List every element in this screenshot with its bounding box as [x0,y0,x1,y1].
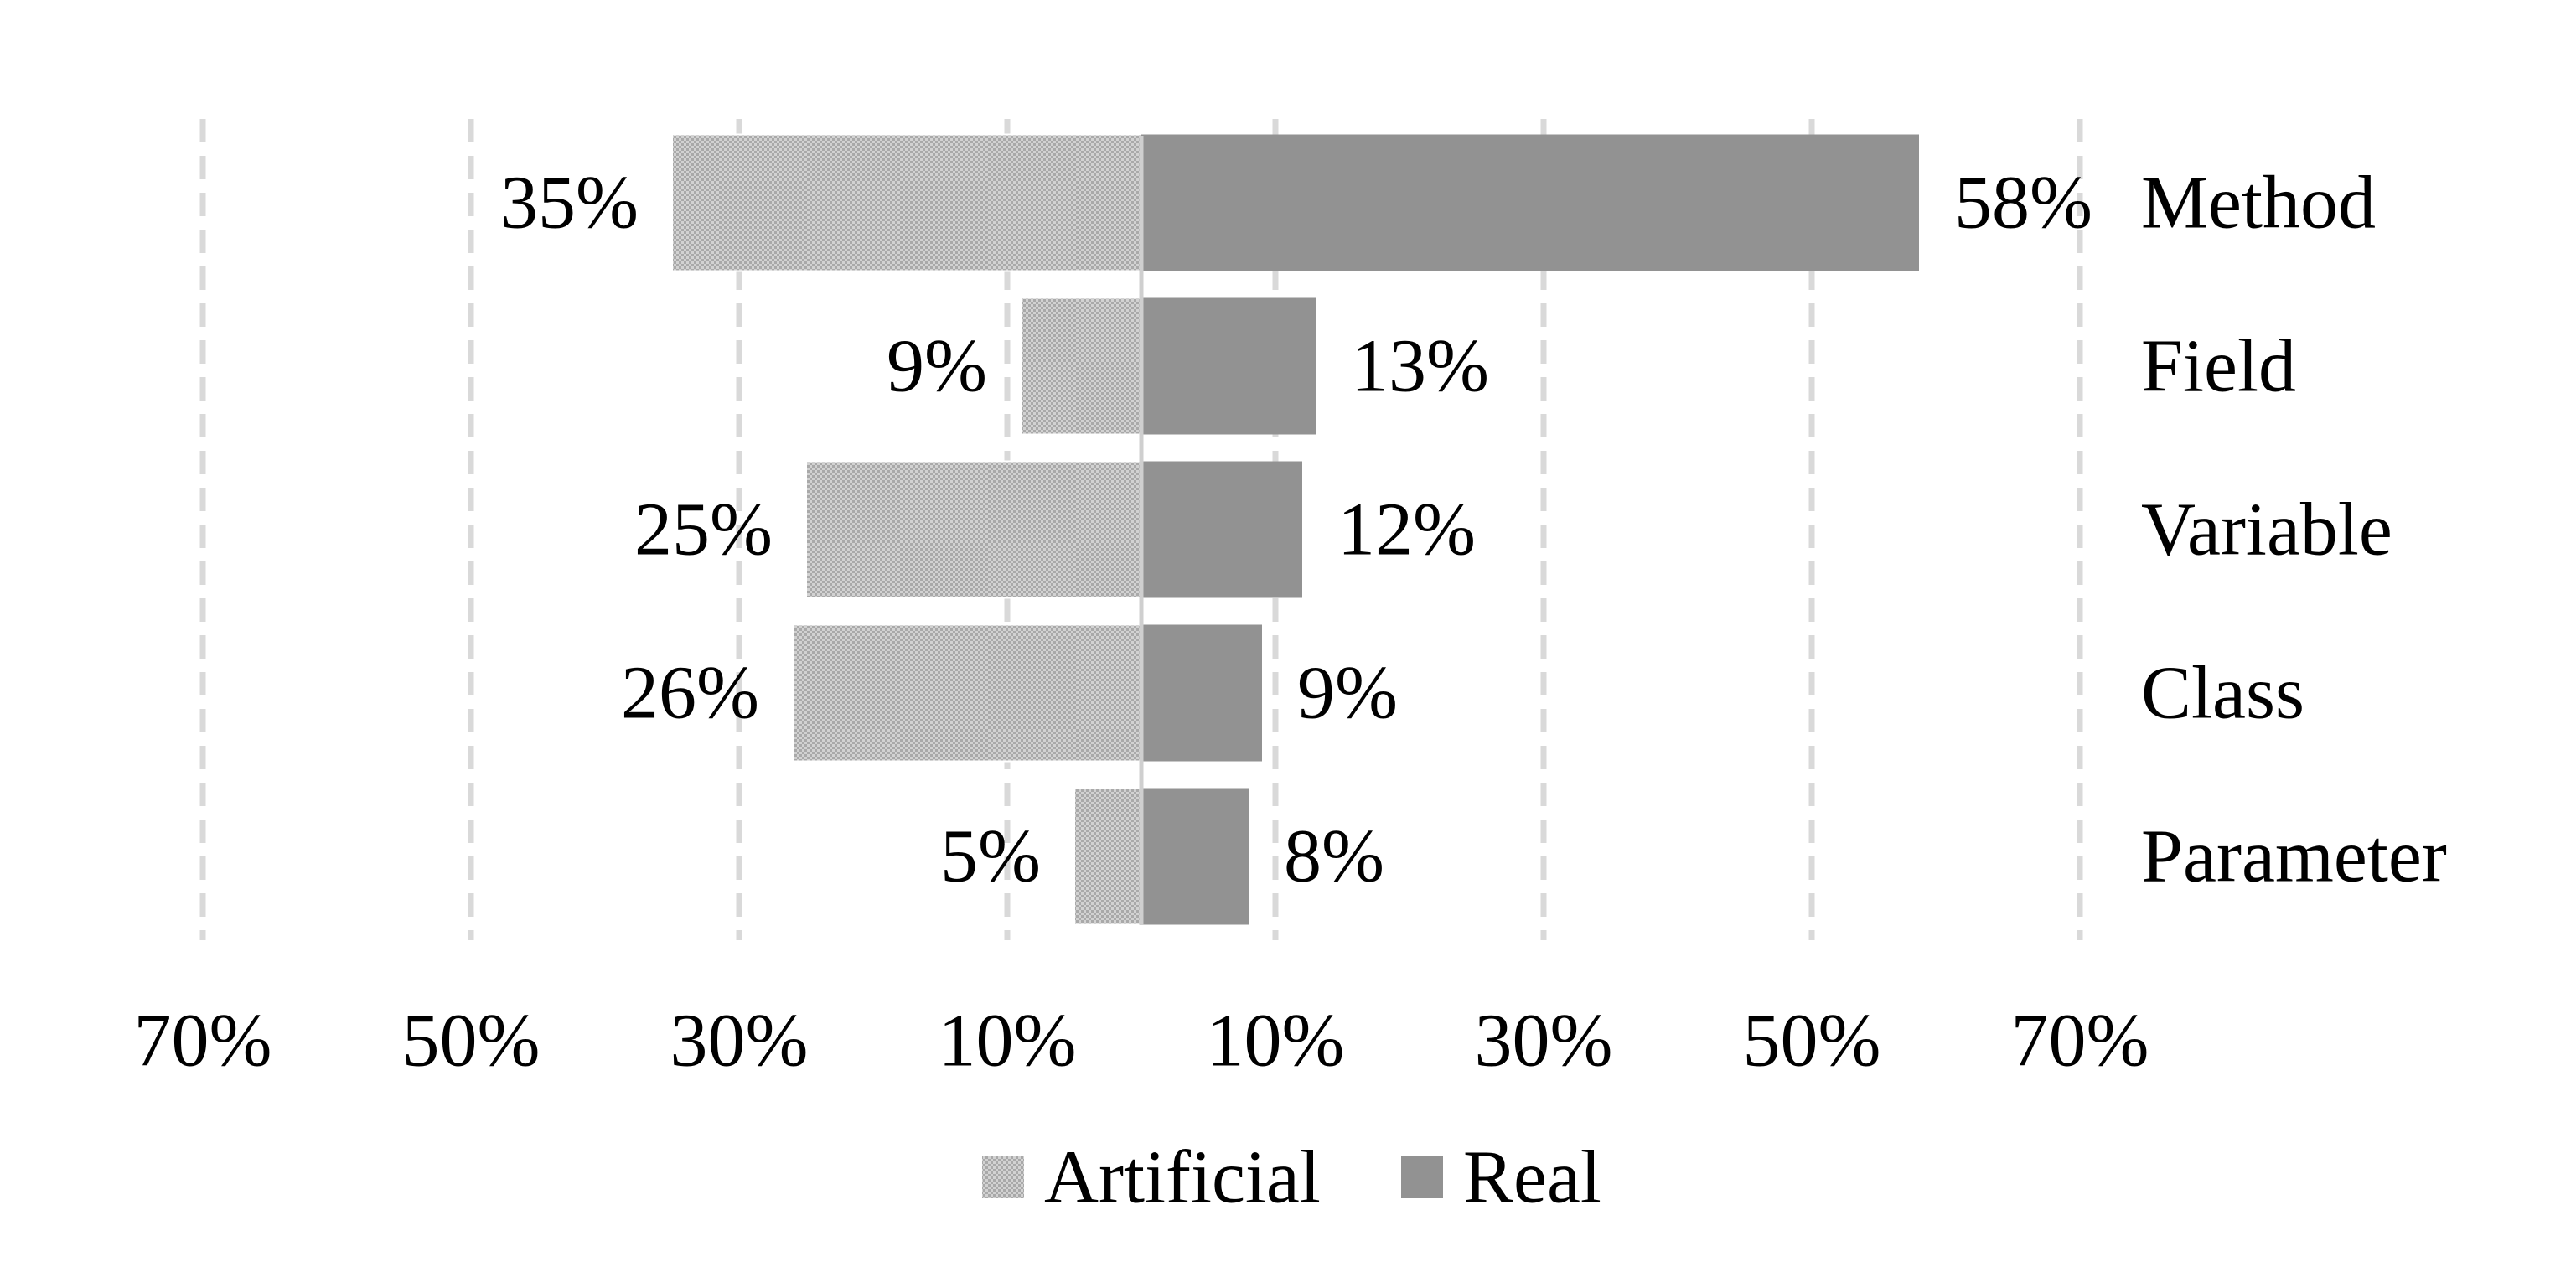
bar-artificial-variable [805,460,1142,599]
value-label-real: 12% [1337,489,1476,571]
bar-artificial-parameter [1073,787,1142,926]
legend-label-real: Real [1463,1136,1601,1219]
bar-artificial-class [792,623,1142,763]
bar-real-class [1141,624,1262,762]
bar-real-field [1141,297,1316,435]
category-label-method: Method [2141,162,2376,245]
bar-artificial-field [1020,297,1142,436]
bar-real-method [1141,134,1919,271]
category-label-field: Field [2141,325,2296,408]
value-label-artificial: 9% [887,325,987,408]
x-tick-label: 10% [1207,1000,1345,1083]
x-tick-label: 70% [134,1000,272,1083]
x-tick-label: 30% [670,1000,809,1083]
value-labels: 35% 58% 9% 13% 25% 12% 26% 9% 5% 8% [500,162,2092,898]
legend: Artificial Real [982,1136,1601,1219]
x-tick-label: 50% [1743,1000,1881,1083]
bar-artificial-method [671,133,1142,272]
legend-label-artificial: Artificial [1044,1136,1321,1219]
bar-real-parameter [1141,788,1249,925]
value-label-artificial: 26% [621,652,759,735]
value-label-real: 9% [1297,652,1398,735]
bars [671,133,1919,926]
value-label-artificial: 5% [940,815,1041,898]
value-label-real: 8% [1284,815,1384,898]
value-label-artificial: 25% [634,489,773,571]
category-label-class: Class [2141,652,2304,735]
category-label-variable: Variable [2141,489,2392,571]
category-labels: Method Field Variable Class Parameter [2141,162,2447,898]
x-tick-labels: 70% 50% 30% 10% 10% 30% 50% 70% [134,1000,2149,1083]
x-tick-label: 30% [1475,1000,1613,1083]
x-tick-label: 10% [939,1000,1077,1083]
bar-real-variable [1141,461,1302,598]
legend-swatch-real [1401,1156,1443,1198]
value-label-real: 58% [1954,162,2092,245]
x-tick-label: 50% [402,1000,541,1083]
value-label-real: 13% [1351,325,1489,408]
legend-swatch-artificial [982,1156,1024,1198]
category-label-parameter: Parameter [2141,815,2447,898]
value-label-artificial: 35% [500,162,639,245]
x-tick-label: 70% [2011,1000,2149,1083]
